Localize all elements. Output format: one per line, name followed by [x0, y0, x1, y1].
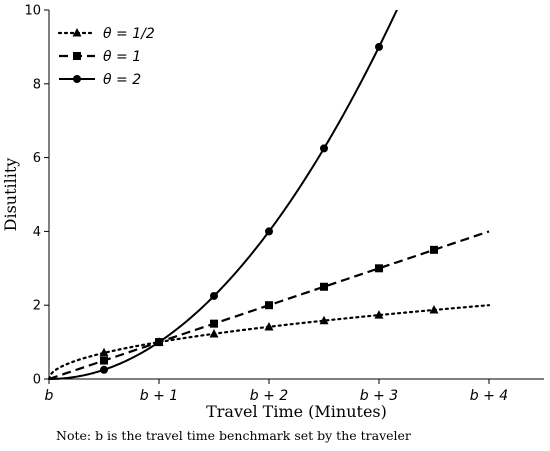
legend-label: θ = 1/2 [103, 26, 155, 42]
data-point [265, 301, 273, 310]
y-tick-label: 8 [33, 77, 41, 92]
y-tick-label: 6 [33, 151, 41, 166]
data-point [320, 144, 328, 153]
y-tick-label: 4 [33, 225, 41, 240]
x-tick-label: b [45, 388, 54, 404]
legend-item: θ = 1/2 [57, 26, 155, 42]
data-point [100, 356, 108, 365]
ticks-layer: b b + 1 b + 2 b + 3 b + 4 0 2 4 6 8 10 [24, 4, 508, 405]
y-tick-label: 2 [33, 299, 41, 314]
x-tick-label: b + 2 [250, 388, 289, 404]
data-point [430, 245, 438, 254]
data-point [265, 227, 273, 236]
data-point [210, 291, 218, 300]
data-point [155, 338, 163, 347]
data-point [319, 315, 329, 325]
series-line [47, 304, 491, 381]
y-tick-label: 10 [24, 4, 41, 19]
data-point [210, 319, 218, 328]
data-point [209, 328, 219, 338]
data-point [320, 282, 328, 291]
data-point [375, 42, 383, 51]
legend-item: θ = 1 [59, 49, 141, 65]
x-tick-label: b + 4 [470, 388, 508, 404]
series-3 [48, 10, 398, 380]
x-axis-title: Travel Time (Minutes) [206, 402, 387, 421]
data-point [374, 310, 384, 319]
plot-frame [48, 10, 544, 380]
series-2 [48, 230, 490, 381]
legend: θ = 1/2 θ = 1 θ = 2 [57, 26, 155, 88]
y-axis-title: Disutility [1, 158, 20, 232]
legend-label: θ = 1 [103, 49, 141, 65]
y-tick-label: 0 [33, 373, 41, 388]
legend-marker [73, 52, 81, 60]
data-point [100, 365, 108, 374]
x-tick-label: b + 3 [360, 388, 398, 404]
data-point [375, 264, 383, 273]
x-tick-label: b + 1 [140, 388, 178, 404]
legend-marker [72, 28, 82, 37]
chart-note: Note: b is the travel time benchmark set… [56, 428, 411, 443]
data-point [264, 321, 274, 331]
data-point [99, 347, 109, 357]
legend-label: θ = 2 [103, 72, 141, 88]
series-1 [47, 304, 491, 381]
series-layer [47, 10, 491, 381]
data-point [429, 304, 439, 314]
legend-item: θ = 2 [59, 72, 141, 88]
legend-marker [73, 75, 81, 83]
